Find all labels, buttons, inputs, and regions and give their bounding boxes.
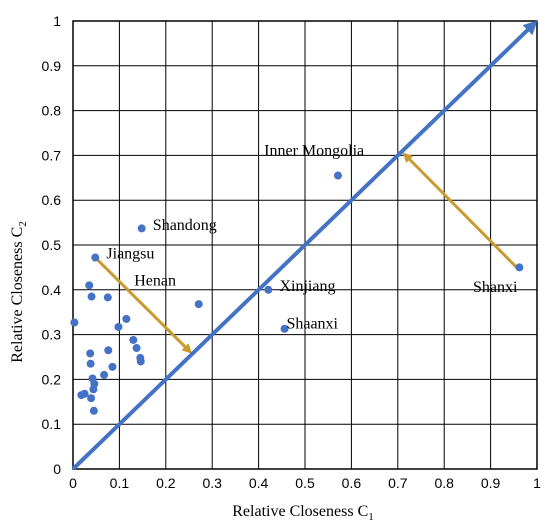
data-point: [132, 344, 141, 353]
data-points: [70, 171, 524, 415]
data-point: [137, 224, 146, 233]
x-tick-label: 0.4: [249, 475, 269, 491]
x-axis-title-subscript: 1: [368, 511, 374, 523]
y-tick-label: 0: [53, 461, 61, 477]
y-tick-label: 1: [53, 13, 61, 29]
y-tick-labels: 0 0.1 0.2 0.3 0.4 0.5 0.6 0.7 0.8 0.9 1: [42, 13, 62, 477]
y-axis-title: Relative Closeness C2: [9, 221, 29, 362]
data-point: [108, 362, 117, 371]
y-axis-title-subscript: 2: [17, 221, 29, 227]
data-point: [264, 285, 273, 294]
diagonal-arrow: [71, 20, 538, 471]
y-tick-label: 0.2: [42, 371, 62, 387]
y-tick-label: 0.3: [42, 327, 62, 343]
point-label: Henan: [134, 272, 176, 289]
x-axis-title: Relative Closeness C1: [232, 503, 373, 523]
x-axis-title-text: Relative Closeness C: [232, 503, 368, 520]
data-point: [86, 349, 95, 358]
movement-arrow: [94, 256, 193, 354]
data-point: [103, 293, 112, 302]
point-label: Shanxi: [473, 279, 518, 296]
x-tick-label: 0.2: [156, 475, 176, 491]
data-point: [280, 324, 289, 333]
data-point: [86, 359, 95, 368]
data-point: [129, 335, 138, 344]
x-tick-label: 0.3: [202, 475, 222, 491]
point-label: Jiangsu: [106, 245, 154, 262]
x-tick-label: 0.9: [481, 475, 501, 491]
y-axis-title-text: Relative Closeness C: [9, 227, 26, 363]
x-tick-label: 0.8: [434, 475, 454, 491]
data-point: [91, 253, 100, 262]
data-point: [114, 322, 123, 331]
point-annotations: Inner Mongolia Shandong Jiangsu Henan Xinjia…: [106, 142, 518, 332]
data-point: [333, 171, 342, 180]
data-point: [89, 406, 98, 415]
point-label: Xinjiang: [279, 278, 335, 295]
point-label: Shaanxi: [286, 315, 338, 332]
data-point: [90, 379, 99, 388]
data-point: [87, 292, 96, 301]
x-tick-label: 1: [533, 475, 541, 491]
y-tick-label: 0.7: [42, 147, 62, 163]
y-tick-label: 0.6: [42, 192, 62, 208]
y-tick-label: 0.9: [42, 58, 62, 74]
x-tick-labels: 0 0.1 0.2 0.3 0.4 0.5 0.6 0.7 0.8 0.9 1: [69, 475, 541, 491]
x-tick-label: 0.7: [388, 475, 408, 491]
data-point: [122, 314, 131, 323]
data-point: [100, 370, 109, 379]
point-label: Inner Mongolia: [264, 142, 364, 159]
data-point: [80, 389, 89, 398]
x-tick-label: 0.5: [295, 475, 315, 491]
data-point: [104, 346, 113, 355]
data-point: [194, 300, 203, 309]
x-tick-label: 0.1: [110, 475, 130, 491]
data-point: [85, 281, 94, 290]
grid-lines: [72, 20, 538, 470]
data-point: [515, 263, 524, 272]
x-tick-label: 0: [69, 475, 77, 491]
plot-frame: [72, 20, 538, 470]
y-tick-label: 0.1: [42, 416, 62, 432]
y-tick-label: 0.4: [42, 282, 62, 298]
movement-arrow: [402, 152, 519, 270]
data-point: [70, 318, 79, 327]
data-point: [136, 357, 145, 366]
arrows: [71, 20, 538, 471]
point-label: Shandong: [153, 217, 217, 234]
x-tick-label: 0.6: [342, 475, 362, 491]
y-tick-label: 0.5: [42, 237, 62, 253]
y-tick-label: 0.8: [42, 103, 62, 119]
data-point: [87, 394, 96, 403]
